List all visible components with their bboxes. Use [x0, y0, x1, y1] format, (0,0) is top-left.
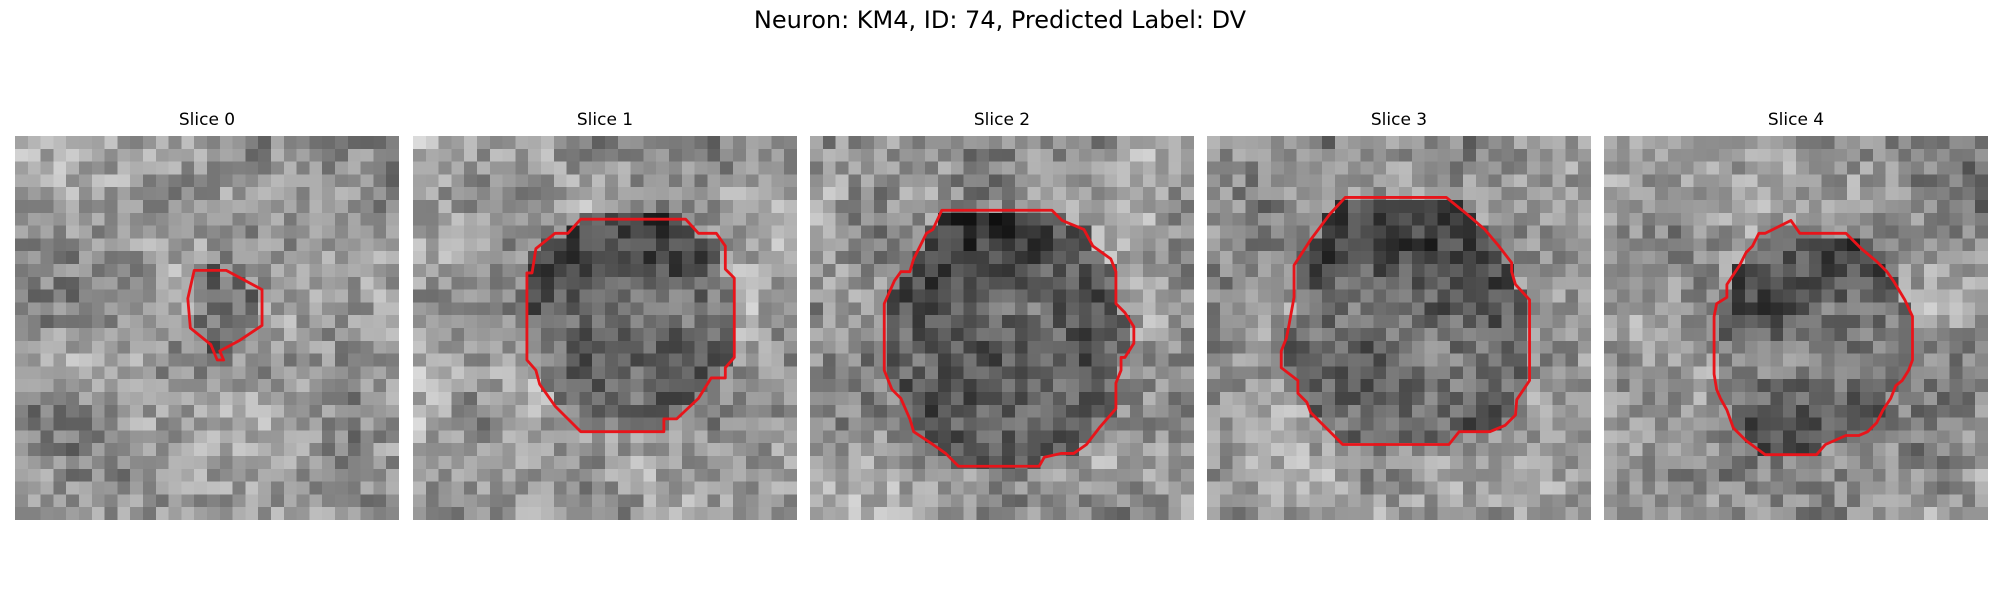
slice-image-frame — [1604, 136, 1988, 520]
slice-image — [1207, 136, 1591, 520]
slice-panel-2: Slice 2 — [810, 110, 1194, 520]
slice-image-frame — [15, 136, 399, 520]
slice-title: Slice 3 — [1370, 110, 1428, 130]
slice-overlay — [186, 268, 264, 362]
roi-contour — [1712, 219, 1914, 457]
slice-panel-1: Slice 1 — [413, 110, 797, 520]
slice-title: Slice 4 — [1767, 110, 1825, 130]
roi-contour — [882, 208, 1136, 468]
slice-overlay — [1712, 219, 1914, 457]
slice-title: Slice 0 — [178, 110, 236, 130]
slice-panel-4: Slice 4 — [1604, 110, 1988, 520]
slice-overlay — [1279, 196, 1531, 446]
slice-title: Slice 1 — [576, 110, 634, 130]
roi-contour — [1279, 196, 1531, 446]
roi-contour — [186, 268, 264, 362]
roi-contour — [525, 217, 736, 434]
slice-panel-0: Slice 0 — [15, 110, 399, 520]
slice-image-frame — [1207, 136, 1591, 520]
slice-overlay — [882, 208, 1136, 468]
slice-panel-3: Slice 3 — [1207, 110, 1591, 520]
slice-image-frame — [413, 136, 797, 520]
figure-title: Neuron: KM4, ID: 74, Predicted Label: DV — [753, 6, 1247, 34]
slice-image — [15, 136, 399, 520]
slice-overlay — [525, 217, 736, 434]
slice-title: Slice 2 — [973, 110, 1031, 130]
slice-image-frame — [810, 136, 1194, 520]
slice-image — [810, 136, 1194, 520]
